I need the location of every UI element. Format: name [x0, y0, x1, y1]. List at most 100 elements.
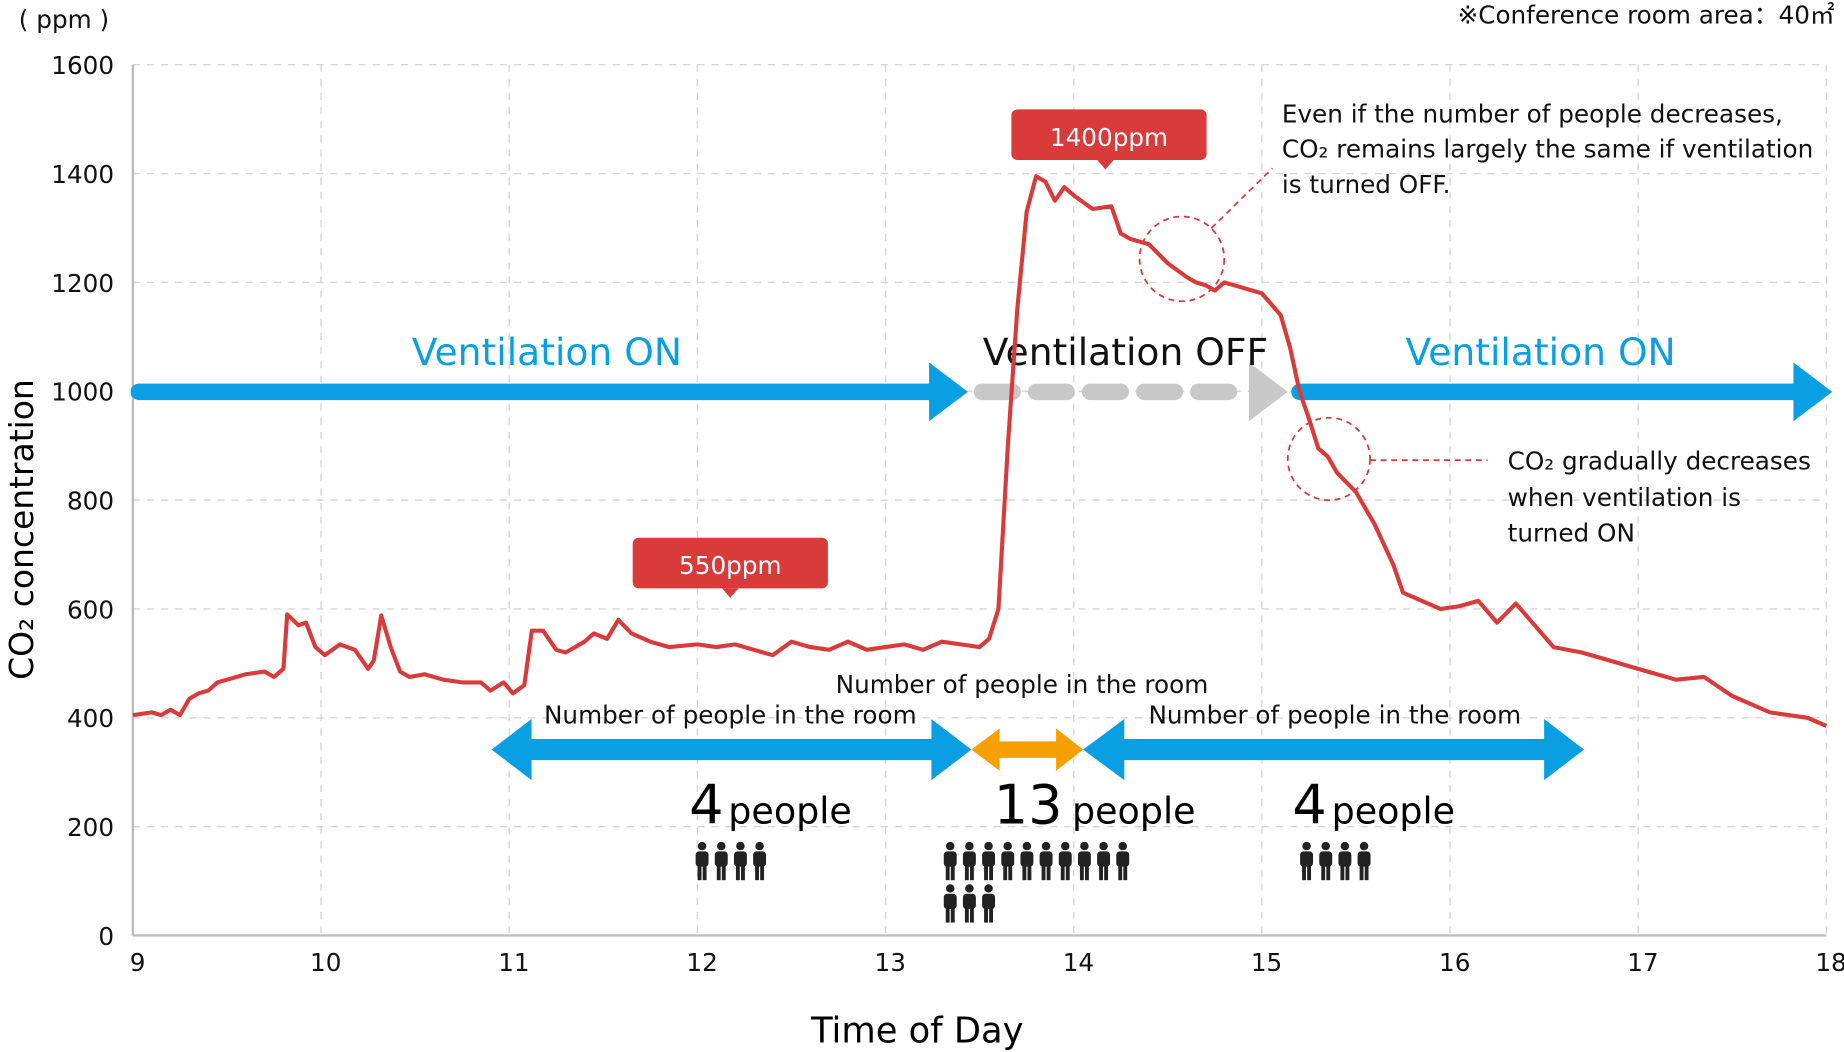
occupancy-label: Number of people in the room — [1148, 701, 1521, 730]
person-body — [1001, 851, 1015, 867]
person-head — [984, 841, 993, 851]
person-leg — [1359, 863, 1364, 881]
peak-callout: 1400ppm — [1011, 109, 1207, 170]
person-leg — [735, 863, 740, 881]
y-tick-label: 400 — [67, 704, 114, 733]
person-head — [1003, 841, 1012, 851]
person-body — [982, 893, 996, 910]
person-leg — [969, 863, 974, 881]
person-body — [753, 851, 767, 867]
person-icon — [1300, 841, 1314, 881]
person-icon — [753, 841, 767, 881]
person-leg — [989, 863, 994, 881]
person-leg — [1041, 863, 1046, 881]
ventilation-on-left-label: Ventilation ON — [412, 330, 682, 374]
person-leg — [1104, 863, 1109, 881]
person-head — [965, 884, 974, 893]
on-annotation: CO₂ gradually decreases when ventilation… — [1508, 447, 1819, 548]
person-leg — [1340, 863, 1345, 881]
ventilation-off-arrow — [973, 362, 1288, 422]
y-tick-label: 1000 — [51, 378, 114, 407]
person-leg — [760, 863, 765, 881]
person-head — [1061, 841, 1070, 851]
person-leg — [755, 863, 760, 881]
person-icon — [1020, 841, 1034, 881]
person-icon — [982, 841, 996, 881]
person-head — [1041, 841, 1051, 851]
person-leg — [1364, 863, 1369, 881]
person-body — [1097, 851, 1111, 867]
y-tick-label: 1200 — [51, 269, 114, 298]
person-icon — [962, 884, 976, 923]
person-leg — [1326, 863, 1331, 881]
y-tick-label: 0 — [98, 922, 114, 951]
person-icon — [943, 884, 957, 923]
person-head — [1321, 841, 1330, 851]
x-tick-label: 17 — [1627, 948, 1658, 977]
person-head — [1099, 841, 1108, 851]
person-body — [714, 851, 728, 867]
person-icon — [1039, 841, 1053, 881]
person-body — [982, 851, 996, 867]
baseline-callout: 550ppm — [632, 537, 828, 598]
person-icon — [1001, 841, 1015, 881]
person-leg — [984, 863, 988, 881]
ventilation-off-label: Ventilation OFF — [983, 330, 1268, 374]
person-leg — [964, 906, 969, 923]
person-icon — [982, 884, 996, 923]
person-leg — [1027, 863, 1032, 881]
person-body — [1319, 851, 1333, 867]
x-tick-label: 9 — [130, 948, 146, 977]
occupancy-count: 13 people — [994, 774, 1196, 837]
person-leg — [1321, 863, 1326, 881]
ventilation-on-left-arrow — [130, 362, 968, 422]
person-body — [1357, 851, 1371, 867]
person-leg — [964, 863, 969, 881]
person-leg — [1118, 863, 1123, 881]
co2-line-series — [132, 174, 1828, 728]
person-leg — [1099, 863, 1103, 881]
person-leg — [1123, 863, 1128, 881]
person-leg — [945, 906, 950, 923]
person-head — [1022, 841, 1032, 851]
person-body — [733, 851, 747, 867]
unit-label: ( ppm ) — [19, 5, 109, 34]
x-tick-label: 14 — [1063, 948, 1094, 977]
person-leg — [950, 863, 955, 881]
person-body — [1058, 851, 1072, 867]
person-body — [1300, 851, 1314, 867]
person-icon — [962, 841, 976, 881]
occupancy-label: Number of people in the room — [836, 670, 1209, 699]
person-body — [962, 851, 976, 867]
occupancy-label: Number of people in the room — [544, 701, 917, 730]
on-highlight-circle — [1286, 416, 1371, 501]
person-icon — [1058, 841, 1072, 881]
x-tick-label: 11 — [498, 948, 529, 977]
person-leg — [989, 906, 994, 923]
off-annotation: Even if the number of people decreases, … — [1282, 99, 1821, 199]
person-leg — [950, 906, 955, 923]
person-head — [1302, 841, 1311, 851]
person-icon — [1077, 841, 1091, 881]
person-head — [965, 841, 974, 851]
person-body — [943, 893, 957, 910]
person-leg — [969, 906, 974, 923]
occupancy-arrow-meeting — [971, 728, 1084, 771]
x-tick-label: 16 — [1439, 948, 1470, 977]
person-leg — [702, 863, 707, 881]
y-axis-title: CO₂ concentration — [2, 379, 41, 680]
person-leg — [1079, 863, 1084, 881]
person-head — [1359, 841, 1369, 851]
person-icon — [1097, 841, 1111, 881]
person-leg — [697, 863, 702, 881]
y-tick-label: 600 — [67, 595, 114, 624]
person-icon — [733, 841, 747, 881]
area-note: ※Conference room area：40㎡ — [1458, 1, 1835, 30]
x-tick-label: 15 — [1251, 948, 1282, 977]
person-body — [1077, 851, 1091, 867]
occupancy-arrow-morning — [491, 718, 972, 781]
person-leg — [1003, 863, 1008, 881]
person-icon — [1319, 841, 1333, 881]
person-leg — [1060, 863, 1065, 881]
